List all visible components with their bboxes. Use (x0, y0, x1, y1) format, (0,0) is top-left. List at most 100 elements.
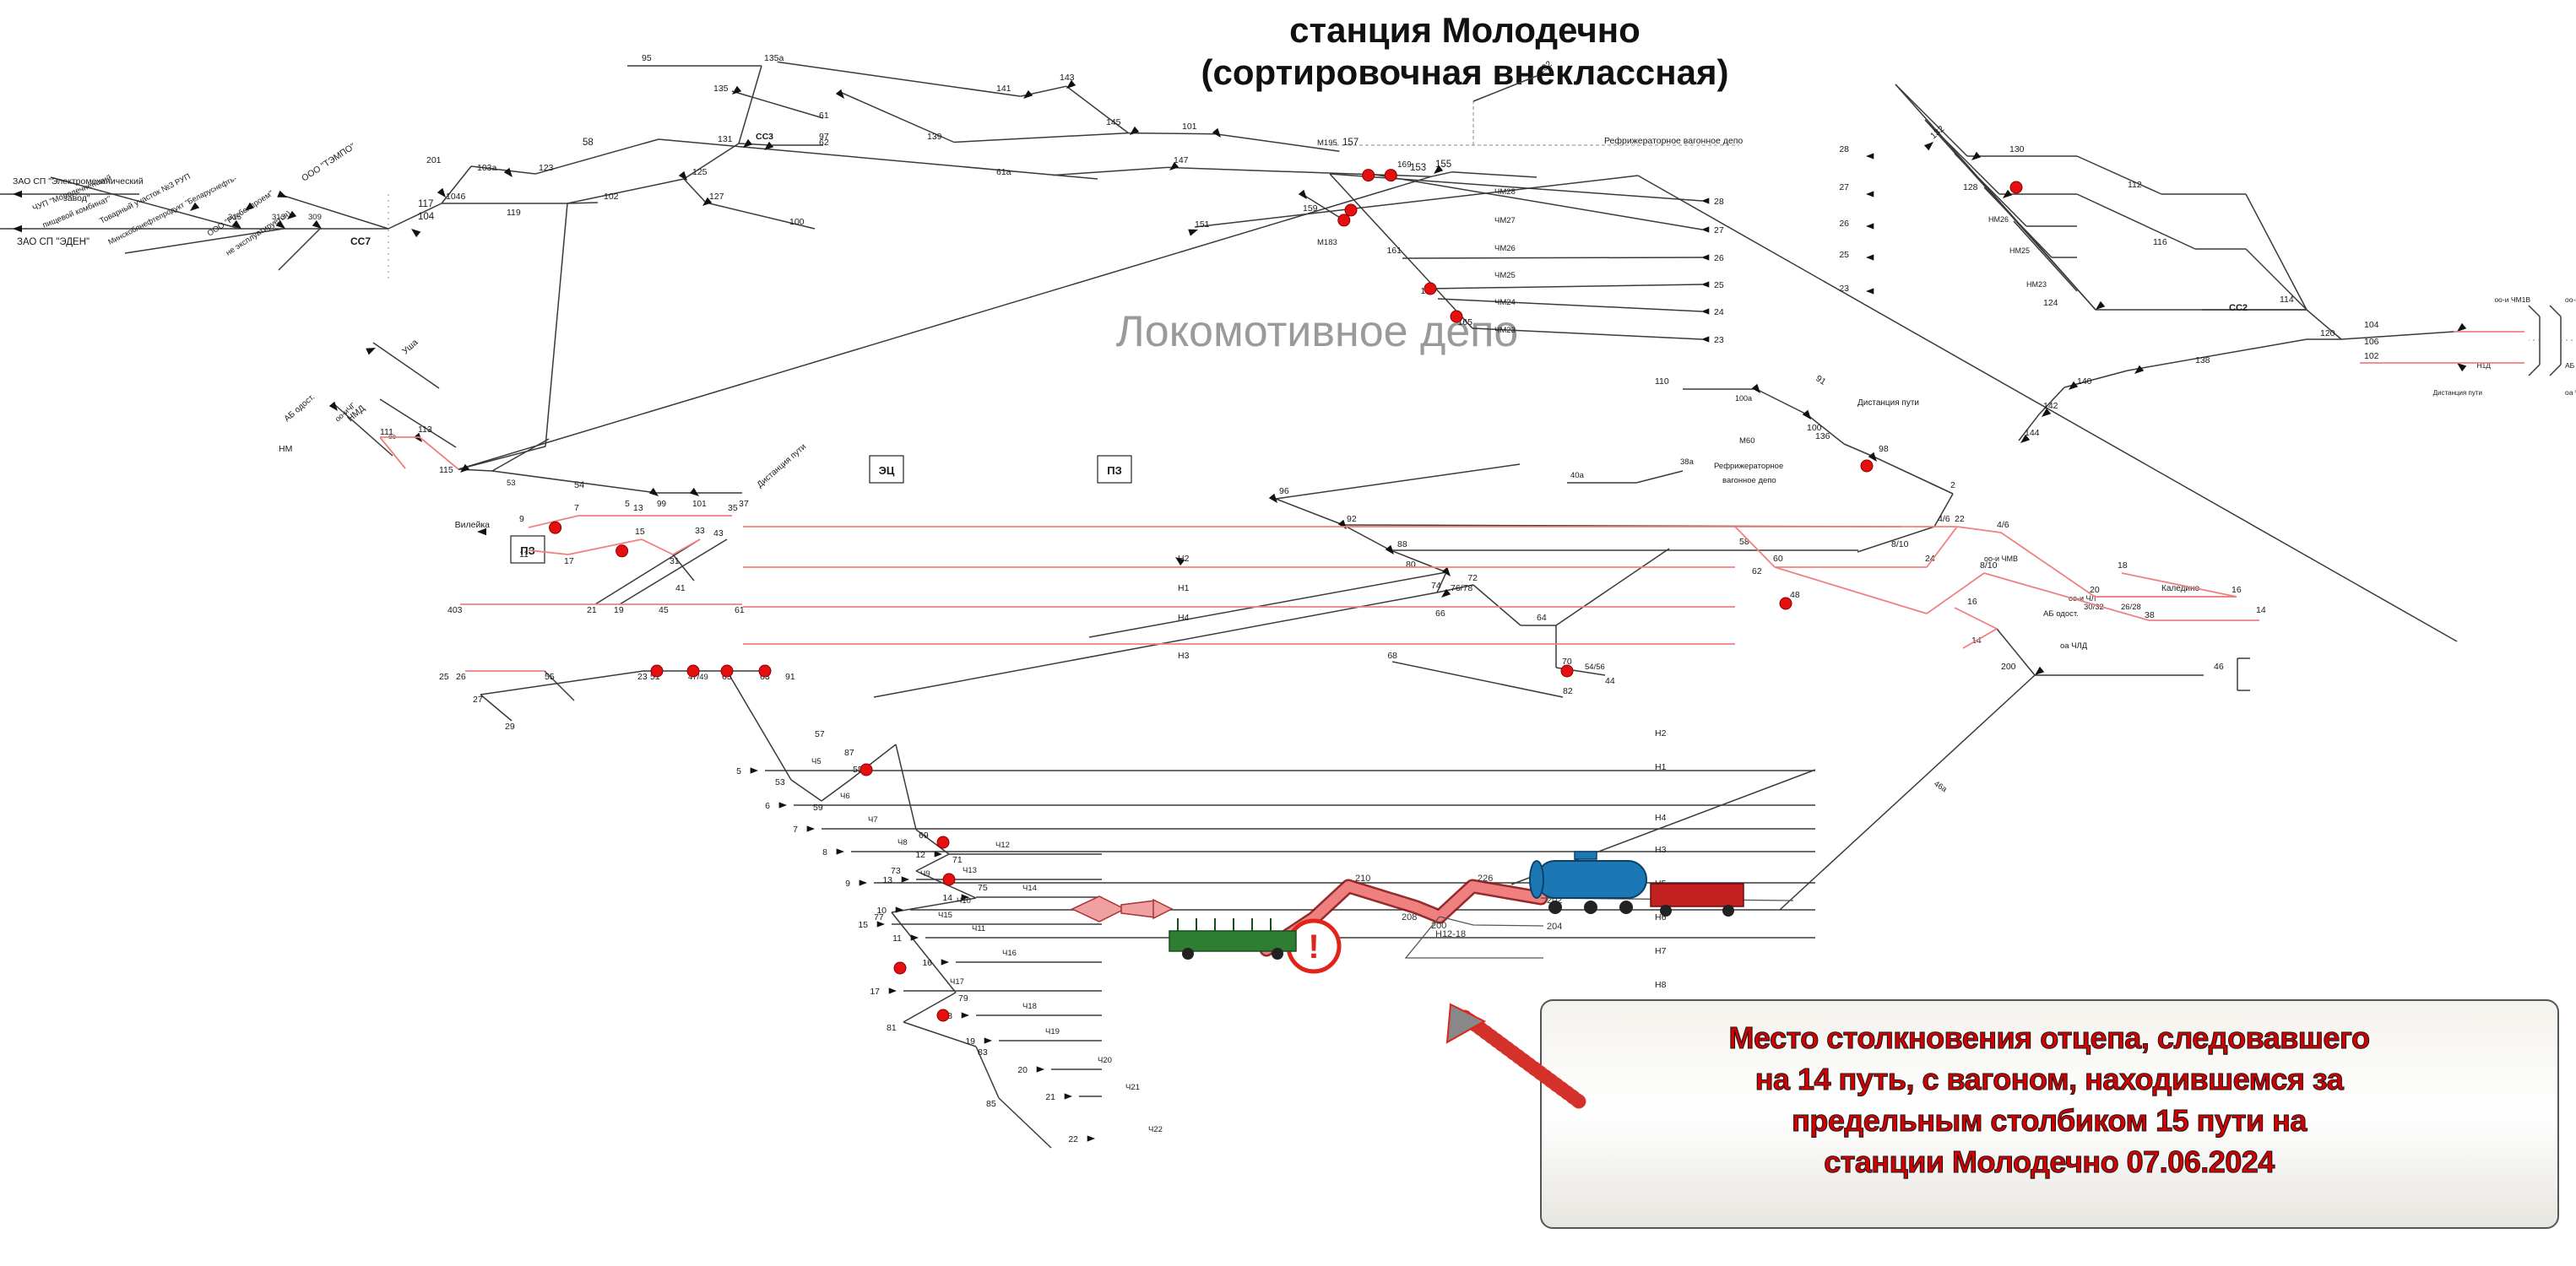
svg-text:120: 120 (2320, 328, 2335, 338)
svg-text:61а: 61а (996, 167, 1011, 177)
svg-text:25: 25 (439, 672, 449, 682)
svg-text:H4: H4 (1655, 813, 1667, 823)
svg-text:оа ЧЛД: оа ЧЛД (2060, 641, 2088, 651)
svg-text:26: 26 (1839, 219, 1849, 229)
svg-text:Н12-18: Н12-18 (1435, 929, 1466, 939)
svg-text:140: 140 (2077, 376, 2092, 387)
svg-text:100: 100 (789, 217, 805, 227)
svg-text:1046: 1046 (446, 192, 466, 202)
svg-text:ПЗ: ПЗ (1107, 464, 1122, 477)
svg-text:26: 26 (456, 672, 466, 682)
svg-text:Ч16: Ч16 (1002, 949, 1017, 958)
svg-text:41: 41 (675, 583, 686, 593)
svg-text:H4: H4 (1178, 613, 1190, 623)
svg-text:113: 113 (418, 425, 432, 435)
svg-text:5: 5 (736, 766, 741, 776)
svg-text:104: 104 (2364, 320, 2379, 330)
svg-text:Ч6: Ч6 (840, 792, 850, 801)
svg-text:62: 62 (1752, 566, 1762, 576)
svg-text:H1: H1 (1178, 583, 1190, 593)
svg-text:Место столкновения отцепа, сле: Место столкновения отцепа, следовавшего (1729, 1020, 2370, 1055)
svg-text:станция Молодечно: станция Молодечно (1289, 10, 1641, 50)
svg-text:13: 13 (882, 875, 892, 885)
svg-text:130: 130 (2009, 144, 2025, 154)
svg-text:59: 59 (813, 803, 823, 813)
svg-text:М183: М183 (1317, 238, 1337, 247)
svg-text:2: 2 (1950, 480, 1955, 490)
svg-text:15: 15 (635, 527, 645, 537)
svg-text:20: 20 (1017, 1065, 1028, 1075)
svg-text:69: 69 (919, 830, 929, 841)
svg-text:21: 21 (587, 605, 597, 615)
svg-text:99: 99 (657, 500, 667, 509)
svg-text:Ч5: Ч5 (811, 757, 822, 766)
svg-text:9: 9 (519, 514, 524, 524)
svg-text:H3: H3 (1178, 651, 1190, 661)
svg-text:СС3: СС3 (756, 132, 773, 142)
svg-text:95: 95 (642, 53, 652, 63)
svg-text:88: 88 (1397, 539, 1407, 549)
svg-text:71: 71 (952, 855, 963, 865)
svg-text:ЗАО СП "ЭДЕН": ЗАО СП "ЭДЕН" (17, 237, 89, 247)
svg-text:54: 54 (574, 480, 584, 490)
svg-text:ЧМ27: ЧМ27 (1494, 216, 1516, 225)
svg-text:37: 37 (739, 499, 749, 509)
svg-text:21: 21 (1045, 1092, 1055, 1102)
svg-text:Ч12: Ч12 (995, 841, 1010, 850)
svg-text:138: 138 (2195, 355, 2210, 365)
svg-text:35: 35 (728, 503, 738, 513)
svg-text:31: 31 (670, 556, 680, 566)
svg-text:13: 13 (633, 503, 643, 513)
svg-text:Ч13: Ч13 (963, 866, 977, 875)
svg-text:98: 98 (1879, 444, 1889, 454)
svg-text:46: 46 (2214, 662, 2224, 672)
svg-text:СС7: СС7 (350, 235, 371, 247)
svg-text:ЧМ28: ЧМ28 (1494, 187, 1516, 197)
svg-text:210: 210 (1355, 874, 1370, 884)
svg-text:оо-и ЧМ1В: оо-и ЧМ1В (2494, 295, 2530, 304)
svg-text:(сортировочная внеклассная): (сортировочная внеклассная) (1201, 52, 1728, 92)
svg-text:6: 6 (765, 801, 770, 811)
svg-text:72: 72 (1467, 573, 1478, 583)
svg-text:75: 75 (978, 883, 988, 893)
svg-text:226: 226 (1478, 874, 1493, 884)
svg-text:19: 19 (965, 1036, 975, 1047)
svg-text:Дистанция пути: Дистанция пути (1857, 398, 1919, 408)
svg-text:106: 106 (2364, 337, 2379, 347)
svg-text:123: 123 (539, 163, 554, 173)
svg-text:58: 58 (1739, 537, 1749, 547)
svg-text:Ч21: Ч21 (1125, 1083, 1140, 1092)
svg-text:53: 53 (775, 777, 785, 787)
svg-text:H2: H2 (1655, 728, 1667, 738)
svg-text:53: 53 (507, 479, 516, 488)
svg-text:23: 23 (1839, 284, 1849, 294)
svg-text:H7: H7 (1655, 946, 1667, 956)
svg-text:159: 159 (1303, 203, 1318, 214)
svg-text:81: 81 (887, 1023, 897, 1033)
svg-text:153: 153 (1410, 163, 1426, 173)
svg-text:23: 23 (1714, 335, 1724, 345)
svg-text:станции Молодечно 07.06.2024: станции Молодечно 07.06.2024 (1824, 1144, 2275, 1179)
svg-text:ЭЦ: ЭЦ (879, 464, 895, 477)
svg-text:8: 8 (822, 847, 827, 858)
svg-text:ЧМ25: ЧМ25 (1494, 271, 1516, 280)
svg-text:117: 117 (418, 199, 433, 209)
svg-text:142: 142 (2043, 401, 2058, 411)
svg-text:М195: М195 (1317, 138, 1337, 148)
svg-text:100: 100 (1807, 423, 1822, 433)
svg-text:АБ одост.: АБ одост. (2565, 361, 2576, 370)
svg-text:125: 125 (692, 167, 708, 177)
svg-text:Рефрижераторное вагонное депо: Рефрижераторное вагонное депо (1604, 136, 1743, 146)
svg-text:27: 27 (1839, 182, 1849, 192)
svg-text:127: 127 (709, 192, 724, 202)
svg-text:27: 27 (1714, 225, 1724, 235)
svg-text:14: 14 (2256, 605, 2266, 615)
svg-text:141: 141 (996, 84, 1011, 94)
svg-text:НМ25: НМ25 (2009, 246, 2030, 255)
svg-text:ЧМ24: ЧМ24 (1494, 298, 1516, 307)
svg-text:Ч8: Ч8 (898, 838, 908, 847)
svg-text:4/6: 4/6 (1938, 514, 1950, 524)
svg-text:25: 25 (1839, 250, 1849, 260)
svg-text:124: 124 (2043, 298, 2058, 308)
svg-text:145: 145 (1106, 117, 1121, 127)
